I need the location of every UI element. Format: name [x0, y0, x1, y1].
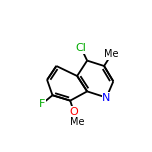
Text: O: O: [69, 107, 78, 117]
Text: Cl: Cl: [76, 43, 87, 53]
Text: N: N: [102, 93, 111, 103]
Text: Me: Me: [104, 49, 119, 59]
Text: Me: Me: [70, 117, 84, 127]
Text: F: F: [39, 99, 46, 109]
